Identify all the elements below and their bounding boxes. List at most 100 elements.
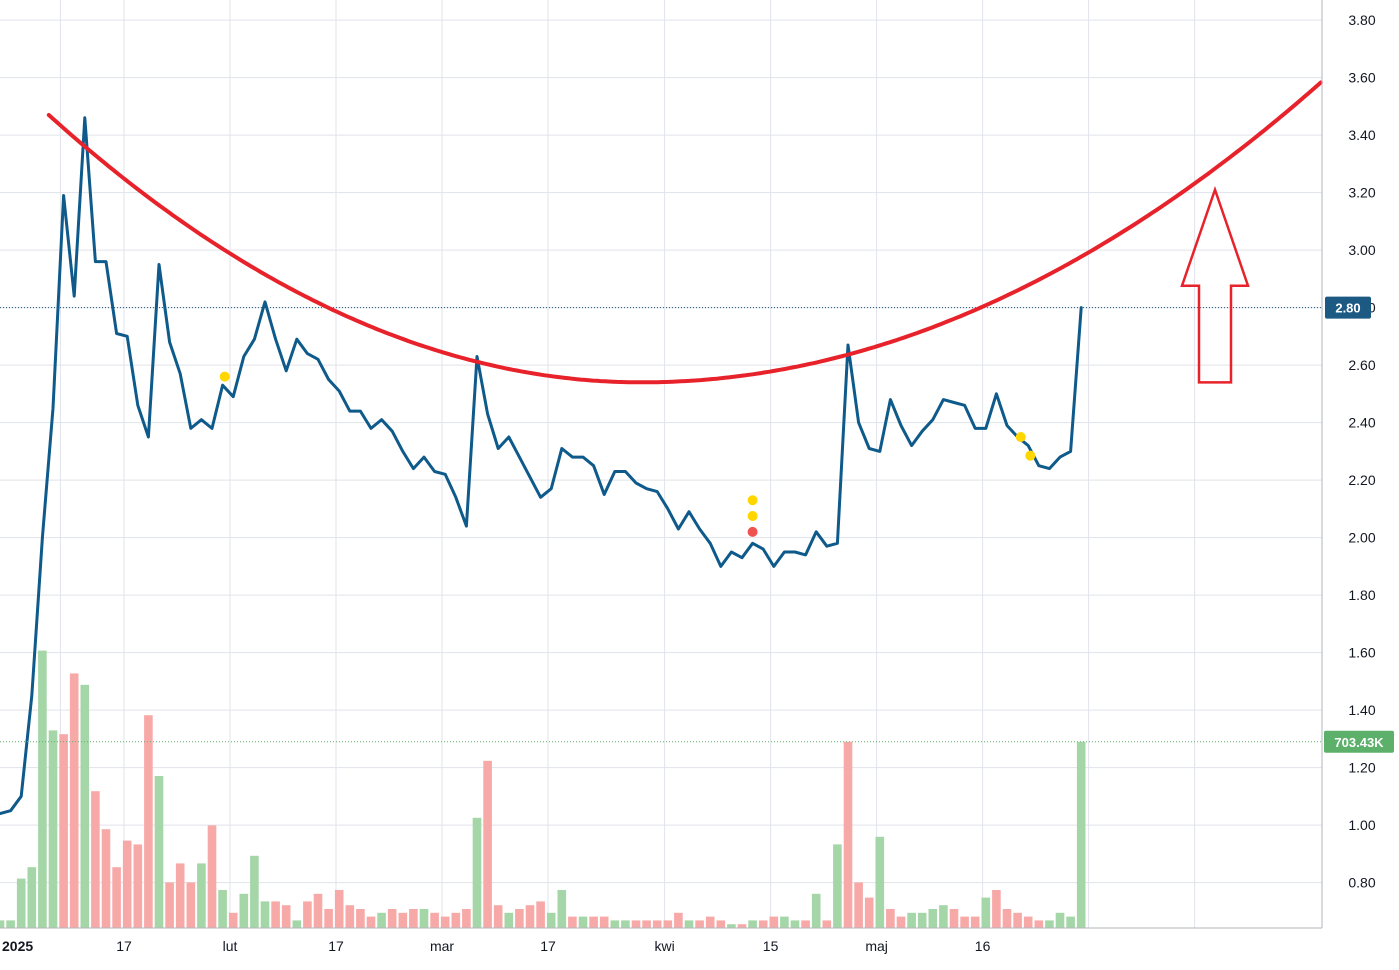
volume-bar: [366, 916, 376, 928]
last-price-badge: [1325, 296, 1371, 319]
price-line: [0, 116, 1083, 816]
volume-bar: [907, 912, 916, 928]
axes: [0, 0, 1323, 929]
y-tick-label: 3.20: [1348, 185, 1375, 201]
volume-bars: [0, 650, 1086, 928]
x-tick-label: 17: [328, 938, 344, 954]
volume-bar: [970, 916, 980, 928]
x-axis-labels: 2025 17 lut 17 mar 17 kwi 15 maj 16: [2, 938, 991, 954]
volume-bar: [939, 905, 948, 928]
volume-bar: [790, 920, 800, 928]
volume-bar: [769, 916, 779, 928]
volume-bar: [260, 901, 270, 928]
volume-bar: [652, 920, 662, 928]
volume-bar: [6, 920, 15, 928]
volume-bar: [610, 920, 620, 928]
volume-bar: [271, 901, 280, 928]
volume-bar: [122, 840, 132, 928]
volume-bar: [27, 867, 37, 928]
volume-bar: [822, 920, 832, 928]
trend-curve-path: [46, 80, 1323, 385]
y-tick-label: 1.00: [1348, 817, 1375, 833]
x-tick-label: 15: [763, 938, 779, 954]
volume-bar: [515, 909, 524, 928]
volume-bar: [546, 912, 556, 928]
red-signal-dot: [747, 526, 758, 537]
volume-bar: [843, 741, 853, 928]
volume-bar: [345, 905, 355, 928]
volume-bar: [218, 890, 227, 928]
volume-bar: [398, 912, 408, 928]
volume-bar: [133, 844, 143, 928]
volume-bar: [886, 909, 895, 928]
volume-bar: [387, 909, 397, 928]
signal-dots: [219, 371, 1036, 537]
volume-bar: [1055, 912, 1065, 928]
x-tick-label: kwi: [654, 938, 674, 954]
volume-bar: [48, 730, 58, 928]
yellow-signal-dot: [1025, 450, 1036, 461]
axis-badges: 2.80 703.43K: [1324, 296, 1394, 753]
volume-bar: [928, 909, 938, 928]
volume-bar: [557, 890, 567, 928]
volume-bar: [631, 920, 641, 928]
y-tick-label: 3.80: [1348, 12, 1375, 28]
up-arrow: [1180, 185, 1250, 384]
volume-bar: [1045, 920, 1054, 928]
volume-bar: [801, 920, 810, 928]
volume-bar: [197, 863, 206, 928]
volume-bar: [854, 882, 863, 928]
volume-bar: [313, 893, 323, 928]
up-arrow-annotation: [1180, 185, 1250, 384]
price-series: [0, 116, 1322, 816]
volume-bar: [493, 905, 503, 928]
y-tick-label: 3.00: [1348, 242, 1375, 258]
volume-bar: [144, 715, 153, 928]
volume-bar: [451, 912, 461, 928]
y-tick-label: 2.40: [1348, 415, 1375, 431]
volume-bar: [472, 817, 482, 928]
volume-bar: [1023, 916, 1033, 928]
volume-bar: [1013, 912, 1022, 928]
volume-bar: [281, 905, 291, 928]
volume-bar: [642, 920, 651, 928]
volume-bar: [250, 855, 259, 928]
volume-bar: [695, 920, 704, 928]
volume-bar: [758, 920, 768, 928]
volume-bar: [737, 924, 747, 928]
y-tick-label: 1.40: [1348, 702, 1375, 718]
volume-bar: [80, 684, 90, 928]
volume-bar: [303, 901, 312, 928]
volume-bar: [165, 882, 174, 928]
x-tick-label: lut: [223, 938, 238, 954]
last-price-label: 2.80: [1335, 301, 1360, 316]
volume-bar: [483, 760, 492, 928]
volume-bar: [949, 909, 959, 928]
y-tick-label: 2.60: [1348, 357, 1375, 373]
y-tick-label: 3.60: [1348, 70, 1375, 86]
volume-bar: [917, 912, 927, 928]
yellow-signal-dot: [747, 511, 758, 522]
x-tick-label: 16: [975, 938, 991, 954]
volume-bar: [621, 920, 630, 928]
volume-bar: [91, 791, 100, 928]
volume-bar: [981, 897, 991, 928]
x-tick-label: 2025: [2, 938, 33, 954]
volume-bar: [69, 673, 79, 928]
volume-bar: [748, 920, 757, 928]
volume-bar: [419, 909, 429, 928]
volume-bar: [1034, 920, 1044, 928]
volume-bar: [186, 882, 196, 928]
volume-bar: [833, 844, 842, 928]
volume-bar: [589, 916, 598, 928]
x-tick-label: 17: [116, 938, 132, 954]
volume-bar: [0, 920, 5, 928]
volume-bar: [228, 912, 238, 928]
volume-bar: [536, 901, 545, 928]
volume-bar: [38, 650, 47, 928]
volume-bar: [684, 920, 694, 928]
volume-bar: [292, 920, 302, 928]
volume-bar: [356, 909, 365, 928]
volume-bar: [896, 916, 906, 928]
